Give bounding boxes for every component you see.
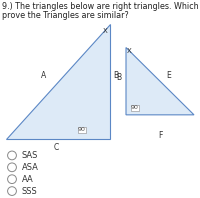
Text: A: A bbox=[41, 71, 47, 80]
Text: X: X bbox=[103, 28, 107, 34]
Text: F: F bbox=[158, 131, 162, 140]
Text: 9.) The triangles below are right triangles. Which Theorem could be used to: 9.) The triangles below are right triang… bbox=[2, 2, 200, 11]
Text: 90: 90 bbox=[78, 127, 86, 132]
Polygon shape bbox=[126, 48, 194, 115]
Text: 90: 90 bbox=[131, 105, 139, 110]
Text: SAS: SAS bbox=[22, 151, 38, 160]
Text: SSS: SSS bbox=[22, 187, 38, 196]
Text: B: B bbox=[116, 73, 122, 82]
Text: prove the Triangles are similar?: prove the Triangles are similar? bbox=[2, 11, 129, 20]
Text: E: E bbox=[167, 71, 171, 80]
Text: AA: AA bbox=[22, 175, 34, 184]
Polygon shape bbox=[6, 24, 110, 139]
Text: X: X bbox=[127, 49, 132, 54]
Text: ASA: ASA bbox=[22, 163, 39, 172]
Text: B: B bbox=[113, 71, 119, 80]
Text: C: C bbox=[53, 143, 59, 152]
